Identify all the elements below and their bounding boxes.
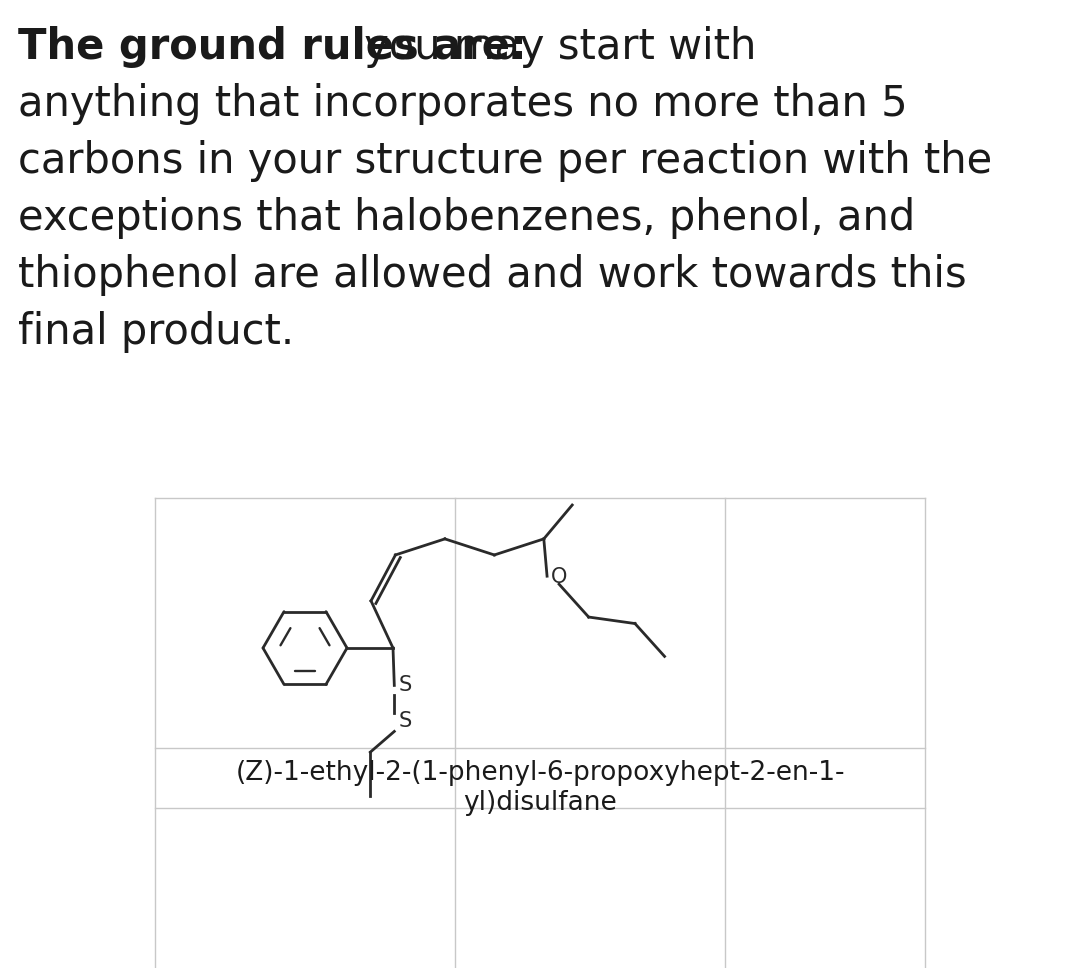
Text: The ground rules are:: The ground rules are:	[18, 26, 527, 68]
Text: yl)disulfane: yl)disulfane	[463, 790, 617, 816]
Text: S: S	[399, 676, 411, 695]
Text: you may start with: you may start with	[351, 26, 756, 68]
Text: carbons in your structure per reaction with the: carbons in your structure per reaction w…	[18, 140, 993, 182]
Text: S: S	[399, 711, 411, 732]
Text: (Z)-1-ethyl-2-(1-phenyl-6-propoxyhept-2-en-1-: (Z)-1-ethyl-2-(1-phenyl-6-propoxyhept-2-…	[235, 760, 845, 786]
Text: final product.: final product.	[18, 311, 294, 353]
Text: thiophenol are allowed and work towards this: thiophenol are allowed and work towards …	[18, 254, 967, 296]
Text: exceptions that halobenzenes, phenol, and: exceptions that halobenzenes, phenol, an…	[18, 197, 915, 239]
Text: anything that incorporates no more than 5: anything that incorporates no more than …	[18, 83, 907, 125]
Text: O: O	[551, 567, 567, 588]
